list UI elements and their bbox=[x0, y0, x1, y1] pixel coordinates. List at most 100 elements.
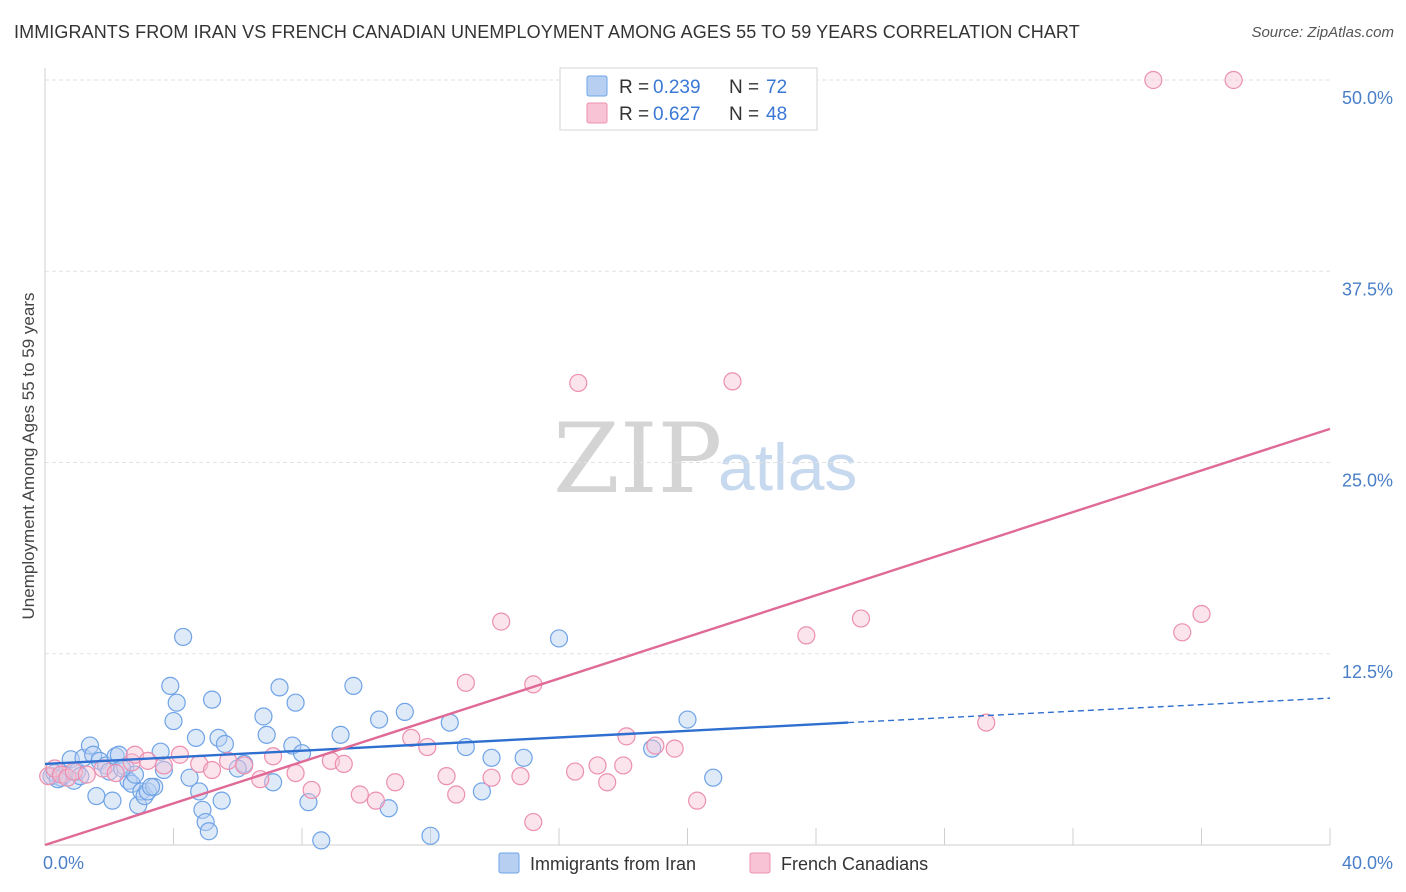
trend-line-extension-0 bbox=[848, 697, 1331, 724]
data-point-0-56 bbox=[421, 826, 440, 845]
data-point-0-59 bbox=[472, 782, 491, 801]
bottom-legend-swatch-french bbox=[749, 852, 771, 874]
data-point-0-31 bbox=[174, 627, 193, 647]
legend-box: R = 0.239 N = 72 R = 0.627 N = 48 bbox=[559, 67, 818, 131]
data-point-1-44 bbox=[688, 791, 707, 810]
data-point-0-14 bbox=[103, 791, 122, 810]
grid bbox=[45, 79, 1330, 655]
data-point-1-41 bbox=[617, 727, 636, 746]
bottom-legend-label-iran: Immigrants from Iran bbox=[530, 854, 696, 874]
x-tick-label-min: 0.0% bbox=[43, 853, 84, 873]
legend-r-value-iran: 0.239 bbox=[653, 77, 701, 98]
bottom-legend: Immigrants from Iran French Canadians bbox=[498, 852, 928, 874]
y-tick-label-3: 50.0% bbox=[1342, 88, 1393, 108]
data-point-1-24 bbox=[366, 791, 385, 810]
data-point-0-28 bbox=[161, 676, 180, 695]
data-point-1-30 bbox=[456, 673, 475, 692]
axes bbox=[44, 68, 1331, 846]
x-tick-labels: 0.0% 40.0% bbox=[43, 853, 1393, 873]
data-point-0-65 bbox=[704, 768, 723, 787]
data-point-1-16 bbox=[235, 756, 254, 775]
data-point-0-26 bbox=[151, 742, 170, 761]
watermark-atlas: atlas bbox=[718, 430, 857, 504]
data-point-0-32 bbox=[180, 768, 199, 787]
data-point-1-52 bbox=[1224, 70, 1243, 90]
data-point-0-63 bbox=[643, 739, 662, 758]
data-point-1-45 bbox=[723, 372, 742, 391]
data-point-1-36 bbox=[565, 762, 585, 781]
series-french-canadians bbox=[39, 70, 1243, 832]
data-point-0-48 bbox=[286, 693, 305, 712]
data-point-0-10 bbox=[87, 786, 106, 806]
data-point-1-38 bbox=[588, 756, 607, 775]
data-point-0-30 bbox=[167, 693, 186, 712]
data-point-0-46 bbox=[270, 678, 289, 697]
data-point-0-53 bbox=[370, 710, 389, 729]
data-point-0-55 bbox=[395, 702, 414, 721]
data-point-0-43 bbox=[254, 707, 273, 726]
data-point-0-40 bbox=[212, 791, 231, 810]
data-point-1-46 bbox=[797, 626, 816, 645]
data-point-1-48 bbox=[977, 713, 996, 732]
data-point-1-50 bbox=[1173, 623, 1192, 642]
data-point-1-27 bbox=[418, 737, 437, 757]
data-point-0-64 bbox=[678, 710, 697, 729]
data-point-1-29 bbox=[447, 785, 466, 804]
data-point-0-60 bbox=[482, 748, 501, 767]
data-point-1-11 bbox=[154, 756, 173, 775]
data-point-0-52 bbox=[344, 676, 363, 695]
y-tick-labels: 12.5% 25.0% 37.5% 50.0% bbox=[1342, 88, 1393, 682]
data-point-1-18 bbox=[263, 747, 283, 766]
trend-lines bbox=[44, 427, 1331, 847]
data-point-1-42 bbox=[646, 736, 665, 755]
data-point-1-49 bbox=[1144, 70, 1163, 90]
data-point-0-61 bbox=[514, 748, 533, 767]
source-credit: Source: ZipAtlas.com bbox=[1251, 24, 1394, 41]
data-point-0-50 bbox=[312, 831, 331, 850]
data-point-1-33 bbox=[511, 767, 530, 786]
data-point-0-37 bbox=[199, 822, 218, 841]
legend-r-label-french: R = bbox=[619, 104, 649, 125]
legend-n-label-iran: N = bbox=[729, 77, 759, 98]
data-point-1-23 bbox=[350, 785, 369, 804]
data-point-1-32 bbox=[492, 612, 511, 631]
legend-swatch-french bbox=[586, 102, 608, 124]
y-tick-label-0: 12.5% bbox=[1342, 662, 1393, 682]
x-tick-label-max: 40.0% bbox=[1342, 853, 1393, 873]
data-point-1-10 bbox=[138, 751, 157, 770]
trend-line-0 bbox=[44, 721, 849, 766]
y-tick-label-2: 37.5% bbox=[1342, 279, 1393, 299]
legend-n-label-french: N = bbox=[729, 104, 759, 125]
legend-r-label-iran: R = bbox=[619, 77, 649, 98]
data-point-1-28 bbox=[437, 767, 456, 786]
y-axis-label: Unemployment Among Ages 55 to 59 years bbox=[19, 293, 38, 620]
data-point-1-39 bbox=[598, 773, 617, 792]
bottom-legend-label-french: French Canadians bbox=[781, 854, 928, 874]
data-point-1-7 bbox=[106, 763, 125, 783]
data-point-0-41 bbox=[215, 734, 234, 754]
data-point-1-20 bbox=[302, 780, 321, 800]
data-point-1-40 bbox=[614, 756, 633, 775]
data-point-0-69 bbox=[141, 777, 161, 796]
data-point-1-35 bbox=[524, 812, 543, 832]
data-point-0-62 bbox=[549, 629, 569, 648]
watermark-zip: ZIP bbox=[553, 403, 722, 515]
trend-line-1 bbox=[44, 427, 1331, 847]
data-point-1-22 bbox=[334, 754, 353, 774]
legend-n-value-iran: 72 bbox=[766, 77, 787, 98]
data-point-0-44 bbox=[257, 725, 276, 744]
data-point-0-33 bbox=[186, 728, 206, 748]
legend-swatch-iran bbox=[586, 75, 608, 97]
data-point-0-29 bbox=[164, 711, 183, 731]
data-point-0-51 bbox=[331, 725, 350, 744]
data-point-0-38 bbox=[202, 690, 222, 709]
bottom-legend-swatch-iran bbox=[498, 852, 520, 874]
legend-r-value-french: 0.627 bbox=[653, 104, 701, 125]
data-point-1-51 bbox=[1192, 604, 1211, 624]
data-point-1-47 bbox=[851, 609, 871, 628]
data-point-1-31 bbox=[482, 768, 501, 787]
data-point-1-26 bbox=[402, 728, 421, 748]
y-tick-label-1: 25.0% bbox=[1342, 471, 1393, 491]
data-point-0-27 bbox=[154, 760, 173, 780]
